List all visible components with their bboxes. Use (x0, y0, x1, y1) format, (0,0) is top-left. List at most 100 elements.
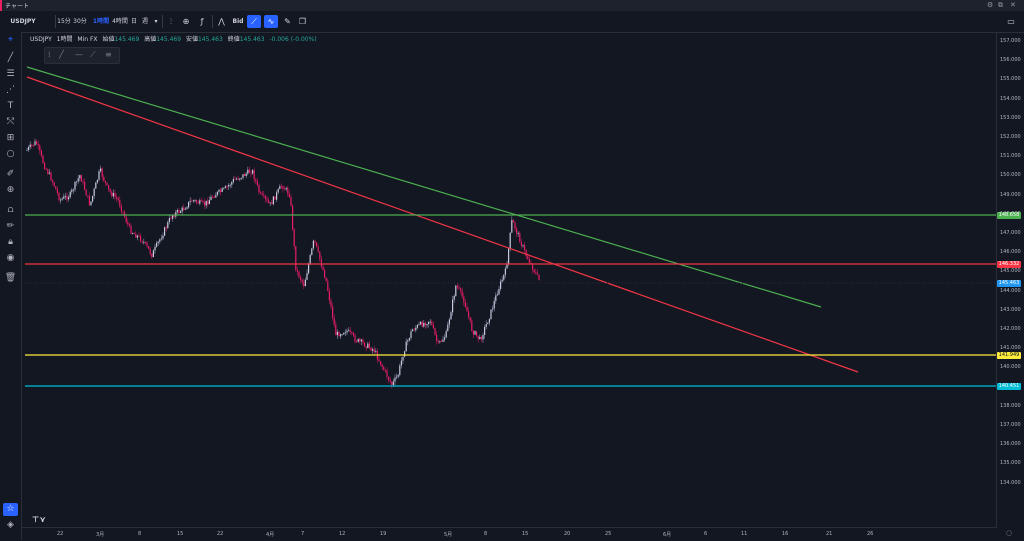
price-tick: 142.000 (1000, 326, 1021, 332)
candle-body (279, 186, 281, 190)
candle-body (352, 332, 354, 336)
trendline-green[interactable] (26, 66, 822, 308)
candle-body (71, 189, 73, 192)
price-label-current: 145.463 (997, 280, 1021, 287)
time-tick: 22 (57, 531, 64, 537)
line-chart-icon[interactable]: ⟋ (247, 15, 261, 28)
ruler-icon[interactable]: ✐ (6, 169, 15, 179)
candle-body (152, 250, 154, 258)
symbol-selector[interactable]: USDJPY (10, 18, 36, 25)
indicators-icon[interactable]: ƒ (200, 17, 204, 26)
candle-body (29, 144, 31, 148)
price-label-green: 148.658 (997, 212, 1021, 219)
price-chart[interactable] (21, 32, 996, 527)
candle-body (477, 335, 479, 339)
draw-mode-icon[interactable]: ✏ (6, 221, 15, 231)
candle-body (101, 168, 103, 177)
candle-body (220, 189, 222, 192)
candle-body (116, 196, 118, 199)
visibility-icon[interactable]: ◉ (6, 253, 15, 263)
ray-tool-icon[interactable]: ⟋ (90, 50, 96, 59)
candle-body (159, 239, 161, 242)
pattern-icon[interactable]: ⋰ (6, 85, 15, 95)
candle-body (136, 235, 138, 238)
price-axis[interactable] (996, 32, 1024, 528)
layers-icon[interactable]: ◈ (7, 520, 14, 530)
candle-body (341, 334, 343, 336)
chevron-down-icon[interactable]: ▾ (154, 18, 158, 25)
time-tick: 19 (380, 531, 387, 537)
candle-body (322, 266, 324, 271)
layout-icon[interactable]: ❐ (298, 17, 307, 26)
channel-tool-icon[interactable]: ≡ (105, 50, 112, 59)
candle-body (132, 233, 134, 235)
window-layout-icon[interactable]: ▭ (1007, 17, 1015, 26)
candle-body (380, 361, 382, 365)
trendline-icon[interactable]: ╱ (7, 53, 14, 63)
interval-week[interactable]: 週 (141, 18, 148, 25)
price-tick: 150.000 (1000, 172, 1021, 179)
candle-body (120, 206, 122, 212)
wave-chart-icon[interactable]: ∿ (264, 15, 278, 28)
candle-body (338, 331, 340, 337)
time-axis[interactable] (21, 527, 996, 541)
popout-icon[interactable]: ⧉ (998, 1, 1003, 9)
candle-body (389, 379, 391, 382)
time-tick: 15 (177, 531, 184, 537)
candle-body (32, 145, 34, 146)
candle-body (368, 343, 370, 348)
favorite-icon[interactable]: ☆ (3, 503, 18, 516)
candle-body (333, 317, 335, 325)
candle-body (210, 196, 212, 201)
magnet-icon[interactable]: ⩍ (7, 205, 14, 215)
candle-body (471, 320, 473, 331)
candle-body (396, 376, 398, 378)
chart-type-icon[interactable]: ⫶ (170, 17, 172, 26)
lock-icon[interactable]: 🔒︎ (8, 237, 13, 247)
candle-body (194, 200, 196, 201)
trendline-red[interactable] (26, 76, 859, 373)
interval-4h[interactable]: 4時間 (112, 18, 128, 25)
candle-body (503, 274, 505, 280)
candle-body (408, 338, 410, 341)
candle-body (413, 329, 415, 331)
fork-icon[interactable]: ⤲ (6, 117, 15, 127)
text-icon[interactable]: T (7, 101, 14, 111)
compare-icon[interactable]: ⋀ (218, 17, 225, 26)
price-tick: 135.000 (1000, 460, 1021, 467)
candle-body (328, 290, 330, 301)
settings-circle-icon[interactable]: ○ (1006, 529, 1013, 537)
candle-body (74, 182, 76, 190)
interval-30m[interactable]: 30分 (73, 18, 87, 25)
interval-day[interactable]: 日 (130, 18, 137, 25)
candle-body (354, 335, 356, 342)
replay-icon[interactable]: ⊕ (182, 17, 190, 26)
candle-body (439, 341, 441, 343)
close-icon[interactable]: ✕ (1010, 1, 1016, 9)
candle-body (522, 245, 524, 247)
candle-body (244, 174, 246, 176)
interval-15m[interactable]: 15分 (57, 18, 71, 25)
candle-body (60, 199, 62, 201)
candle-body (487, 322, 489, 325)
cursor-icon[interactable]: ⌖ (7, 35, 14, 45)
hline-tool-icon[interactable]: — (75, 50, 83, 59)
zoom-icon[interactable]: ⊕ (6, 185, 15, 195)
circle-icon[interactable]: ○ (6, 149, 15, 159)
horizontal-lines-icon[interactable]: ☰ (6, 69, 15, 79)
interval-1h[interactable]: 1時間 (92, 18, 110, 25)
candle-body (122, 211, 124, 213)
trash-icon[interactable]: 🗑︎ (4, 273, 17, 283)
price-tick: 143.000 (1000, 306, 1021, 313)
candle-body (448, 319, 450, 325)
bid-toggle[interactable]: Bid (232, 18, 244, 25)
settings-icon[interactable]: ⚙ (987, 1, 994, 9)
candle-body (95, 182, 97, 189)
candle-body (250, 172, 252, 174)
candle-body (176, 210, 178, 213)
trendline-tool-icon[interactable]: ╱ (59, 50, 64, 59)
brush-icon[interactable]: ✎ (284, 17, 291, 26)
measure-icon[interactable]: ⊞ (6, 133, 15, 143)
drag-handle-icon[interactable]: ⁞ (48, 50, 51, 59)
time-tick: 20 (564, 531, 571, 537)
